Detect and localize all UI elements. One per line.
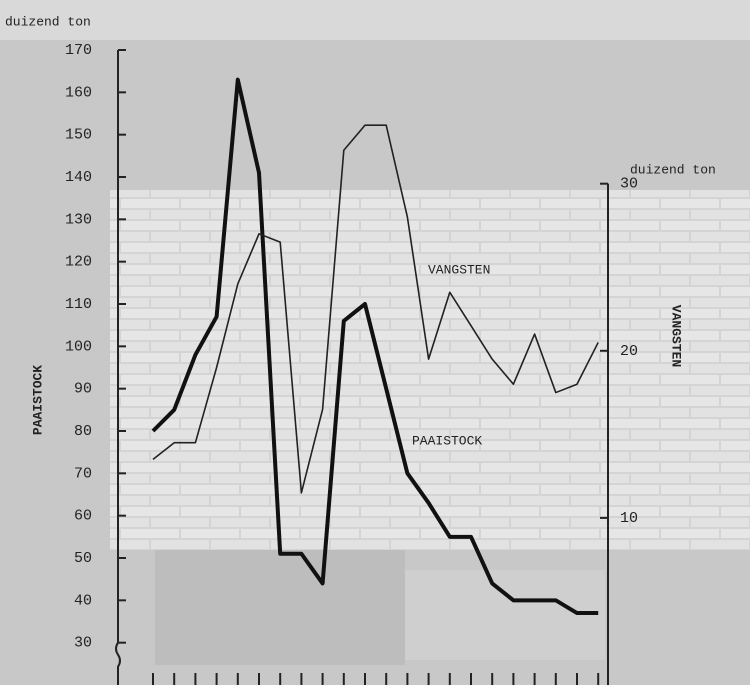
y-tick-label: 60 — [74, 508, 92, 525]
annotation: VANGSTEN — [428, 262, 490, 277]
y-tick-label: 70 — [74, 465, 92, 482]
y-tick-label: 40 — [74, 592, 92, 609]
axis-break — [115, 642, 121, 685]
y-tick-label: 120 — [65, 254, 92, 271]
y-axis-title: PAAISTOCK — [30, 365, 45, 435]
y2-label: duizend ton — [630, 162, 716, 177]
y-tick-label: 110 — [65, 296, 92, 313]
y-tick-label: 80 — [74, 423, 92, 440]
y-tick-label: 140 — [65, 169, 92, 186]
page-top — [0, 0, 750, 40]
sign — [155, 550, 405, 665]
y-tick-label: 130 — [65, 211, 92, 228]
y2-axis-title: VANGSTEN — [669, 305, 684, 367]
y-tick-label: 170 — [65, 42, 92, 59]
y-tick-label: 30 — [74, 635, 92, 652]
y2-tick-label: 10 — [620, 510, 638, 527]
y-tick-label: 150 — [65, 127, 92, 144]
annotation: PAAISTOCK — [412, 433, 482, 448]
y-tick-label: 90 — [74, 381, 92, 398]
y2-tick-label: 20 — [620, 343, 638, 360]
y-label: duizend ton — [5, 14, 91, 29]
data-line — [152, 124, 599, 494]
brick-wall — [110, 190, 750, 550]
sign — [405, 570, 605, 660]
data-line — [151, 77, 599, 616]
y-tick-label: 160 — [65, 84, 92, 101]
y2-tick-label: 30 — [620, 176, 638, 193]
y-tick-label: 50 — [74, 550, 92, 567]
y-tick-label: 100 — [65, 338, 92, 355]
